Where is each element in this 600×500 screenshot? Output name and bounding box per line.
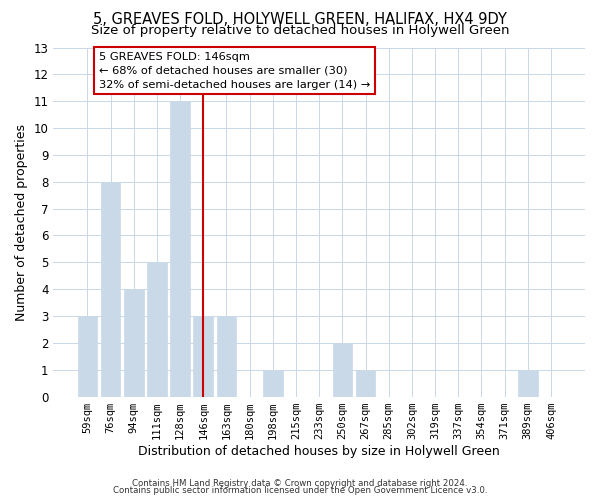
Text: Size of property relative to detached houses in Holywell Green: Size of property relative to detached ho… bbox=[91, 24, 509, 37]
Bar bbox=[101, 182, 121, 396]
Y-axis label: Number of detached properties: Number of detached properties bbox=[15, 124, 28, 320]
Bar bbox=[356, 370, 376, 396]
Text: 5, GREAVES FOLD, HOLYWELL GREEN, HALIFAX, HX4 9DY: 5, GREAVES FOLD, HOLYWELL GREEN, HALIFAX… bbox=[93, 12, 507, 28]
X-axis label: Distribution of detached houses by size in Holywell Green: Distribution of detached houses by size … bbox=[139, 444, 500, 458]
Bar bbox=[217, 316, 236, 396]
Bar bbox=[193, 316, 213, 396]
Bar bbox=[263, 370, 283, 396]
Text: Contains HM Land Registry data © Crown copyright and database right 2024.: Contains HM Land Registry data © Crown c… bbox=[132, 478, 468, 488]
Bar bbox=[170, 101, 190, 396]
Bar bbox=[124, 289, 143, 397]
Bar bbox=[332, 343, 352, 396]
Bar bbox=[77, 316, 97, 396]
Text: Contains public sector information licensed under the Open Government Licence v3: Contains public sector information licen… bbox=[113, 486, 487, 495]
Bar bbox=[518, 370, 538, 396]
Text: 5 GREAVES FOLD: 146sqm
← 68% of detached houses are smaller (30)
32% of semi-det: 5 GREAVES FOLD: 146sqm ← 68% of detached… bbox=[99, 52, 370, 90]
Bar bbox=[147, 262, 167, 396]
